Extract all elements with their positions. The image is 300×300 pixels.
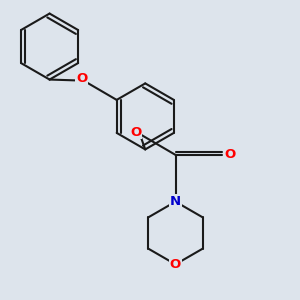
Text: O: O	[130, 125, 141, 139]
Text: N: N	[170, 195, 181, 208]
Text: O: O	[170, 258, 181, 271]
Text: O: O	[76, 72, 87, 85]
Text: O: O	[225, 148, 236, 161]
